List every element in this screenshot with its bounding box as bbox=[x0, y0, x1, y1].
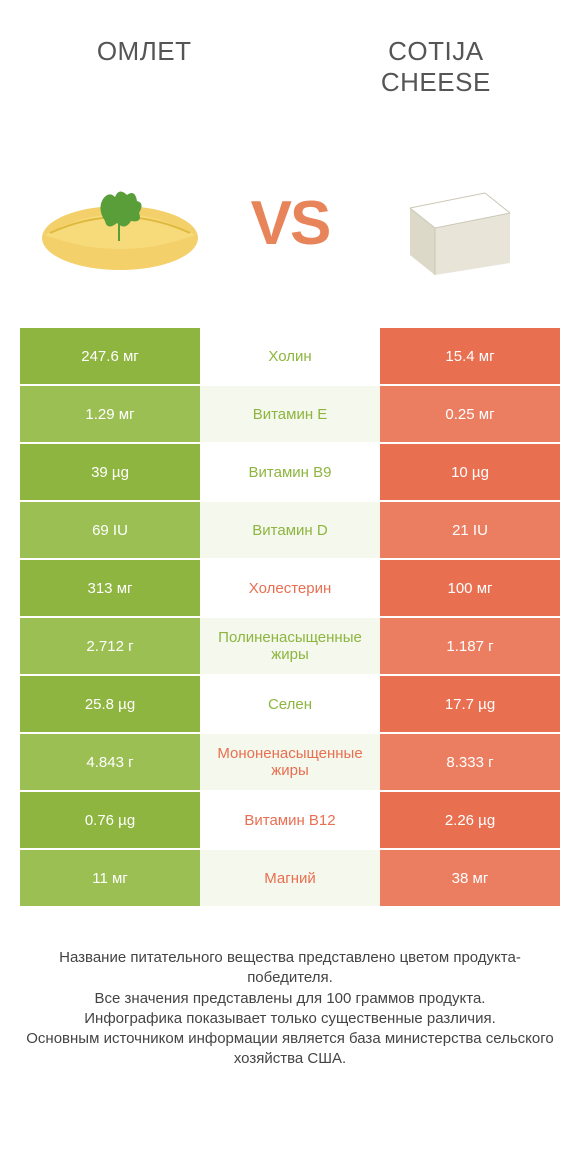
nutrient-label: Селен bbox=[200, 676, 380, 732]
value-right: 17.7 µg bbox=[380, 676, 560, 732]
value-right: 100 мг bbox=[380, 560, 560, 616]
value-right: 8.333 г bbox=[380, 734, 560, 790]
value-left: 39 µg bbox=[20, 444, 200, 500]
value-right: 15.4 мг bbox=[380, 328, 560, 384]
value-right: 0.25 мг bbox=[380, 386, 560, 442]
omelette-icon bbox=[35, 163, 205, 283]
table-row: 69 IUВитамин D21 IU bbox=[20, 502, 560, 558]
value-left: 1.29 мг bbox=[20, 386, 200, 442]
nutrient-label: Витамин E bbox=[200, 386, 380, 442]
product-image-left bbox=[30, 148, 210, 298]
value-left: 11 мг bbox=[20, 850, 200, 906]
table-row: 0.76 µgВитамин B122.26 µg bbox=[20, 792, 560, 848]
nutrient-label: Холин bbox=[200, 328, 380, 384]
vs-label: VS bbox=[251, 188, 330, 259]
table-row: 39 µgВитамин B910 µg bbox=[20, 444, 560, 500]
value-right: 38 мг bbox=[380, 850, 560, 906]
product-title-right: COTIJA CHEESE bbox=[332, 36, 540, 98]
value-right: 10 µg bbox=[380, 444, 560, 500]
table-row: 25.8 µgСелен17.7 µg bbox=[20, 676, 560, 732]
nutrient-table: 247.6 мгХолин15.4 мг1.29 мгВитамин E0.25… bbox=[20, 328, 560, 906]
product-images-row: VS bbox=[0, 118, 580, 328]
nutrient-label: Витамин B12 bbox=[200, 792, 380, 848]
nutrient-label: Витамин B9 bbox=[200, 444, 380, 500]
value-left: 25.8 µg bbox=[20, 676, 200, 732]
footnote-line: Все значения представлены для 100 граммо… bbox=[20, 989, 560, 1009]
product-title-left: Омлет bbox=[40, 36, 248, 67]
nutrient-label: Мононенасыщенные жиры bbox=[200, 734, 380, 790]
footnote: Название питательного вещества представл… bbox=[0, 908, 580, 1070]
value-right: 1.187 г bbox=[380, 618, 560, 674]
footnote-line: Инфографика показывает только существенн… bbox=[20, 1009, 560, 1029]
nutrient-label: Холестерин bbox=[200, 560, 380, 616]
value-left: 69 IU bbox=[20, 502, 200, 558]
table-row: 11 мгМагний38 мг bbox=[20, 850, 560, 906]
value-left: 0.76 µg bbox=[20, 792, 200, 848]
value-left: 2.712 г bbox=[20, 618, 200, 674]
table-row: 247.6 мгХолин15.4 мг bbox=[20, 328, 560, 384]
table-row: 1.29 мгВитамин E0.25 мг bbox=[20, 386, 560, 442]
nutrient-label: Витамин D bbox=[200, 502, 380, 558]
nutrient-label: Магний bbox=[200, 850, 380, 906]
value-left: 247.6 мг bbox=[20, 328, 200, 384]
product-image-right bbox=[370, 148, 550, 298]
cheese-icon bbox=[390, 163, 530, 283]
table-row: 2.712 гПолиненасыщенные жиры1.187 г bbox=[20, 618, 560, 674]
value-right: 2.26 µg bbox=[380, 792, 560, 848]
table-row: 313 мгХолестерин100 мг bbox=[20, 560, 560, 616]
value-left: 313 мг bbox=[20, 560, 200, 616]
footnote-line: Основным источником информации является … bbox=[20, 1029, 560, 1070]
value-right: 21 IU bbox=[380, 502, 560, 558]
value-left: 4.843 г bbox=[20, 734, 200, 790]
footnote-line: Название питательного вещества представл… bbox=[20, 948, 560, 989]
table-row: 4.843 гМононенасыщенные жиры8.333 г bbox=[20, 734, 560, 790]
nutrient-label: Полиненасыщенные жиры bbox=[200, 618, 380, 674]
header: Омлет COTIJA CHEESE bbox=[0, 0, 580, 98]
